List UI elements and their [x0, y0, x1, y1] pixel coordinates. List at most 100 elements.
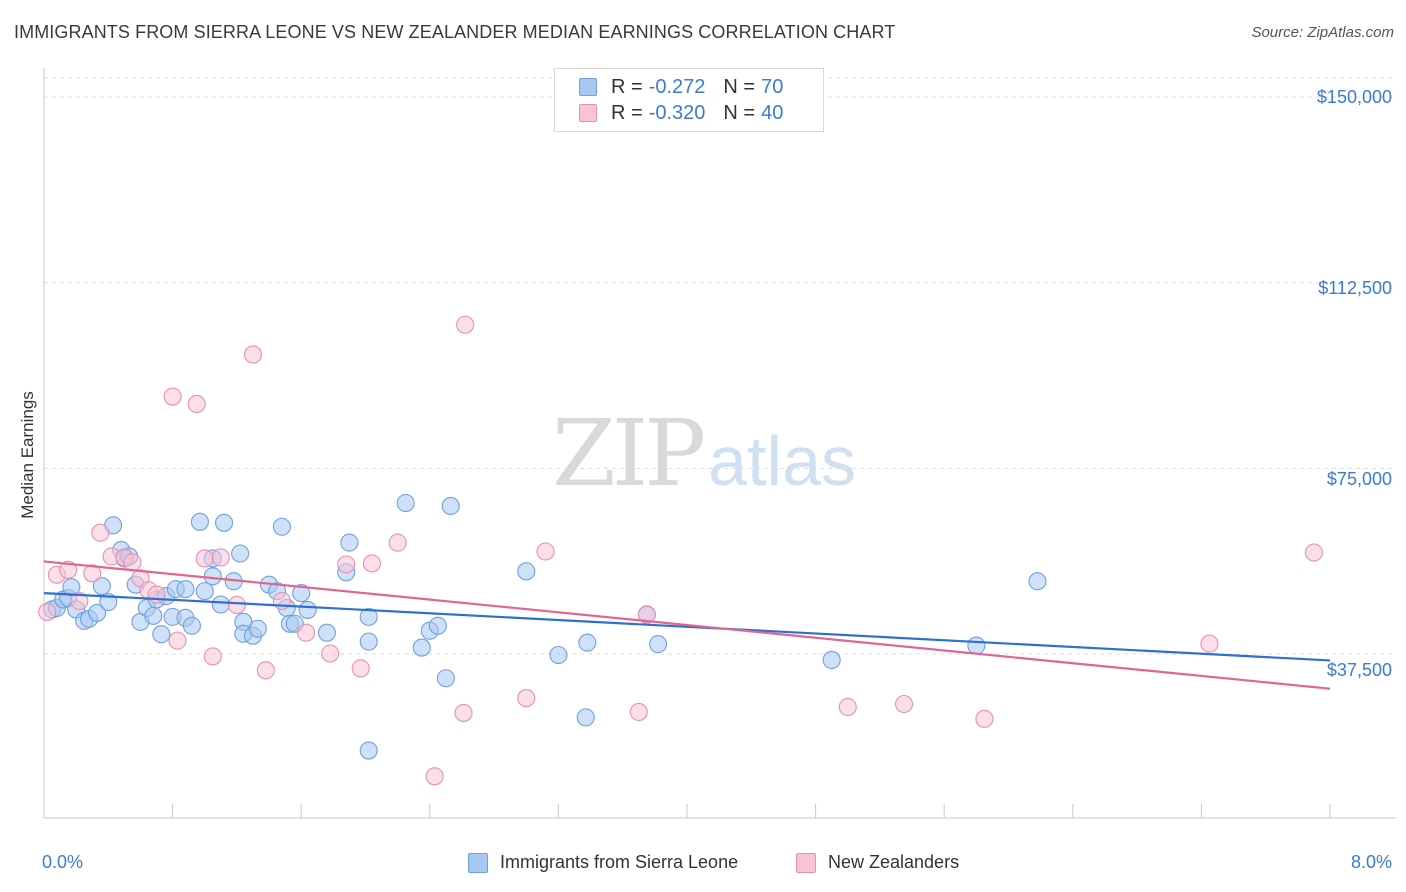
- y-tick-label-75000: $75,000: [1326, 469, 1392, 489]
- point-sierra-leone: [195, 582, 214, 601]
- point-new-zealanders: [1304, 543, 1323, 562]
- legend-row-sierra-leone: R = -0.272 N = 70: [579, 75, 801, 99]
- y-tick-label-37500: $37,500: [1326, 660, 1392, 680]
- point-new-zealanders: [1200, 634, 1219, 653]
- point-sierra-leone: [92, 577, 111, 596]
- watermark-atlas: atlas: [708, 422, 857, 500]
- point-sierra-leone: [62, 578, 81, 597]
- point-sierra-leone: [231, 544, 250, 563]
- point-sierra-leone: [211, 595, 230, 614]
- point-sierra-leone: [576, 708, 595, 727]
- point-new-zealanders: [147, 585, 166, 604]
- point-new-zealanders: [894, 694, 914, 714]
- point-sierra-leone: [144, 606, 163, 625]
- legend-n-value: 70: [761, 75, 784, 98]
- point-new-zealanders: [123, 553, 142, 572]
- point-new-zealanders: [629, 702, 648, 721]
- point-sierra-leone: [190, 512, 209, 531]
- point-sierra-leone: [182, 616, 201, 635]
- zipatlas-watermark: ZIPatlas: [552, 400, 856, 507]
- point-sierra-leone: [292, 584, 311, 603]
- point-sierra-leone: [549, 645, 568, 665]
- x-tick-label-max: 8.0%: [1350, 852, 1392, 872]
- point-sierra-leone: [649, 635, 668, 654]
- point-sierra-leone: [359, 632, 378, 651]
- point-new-zealanders: [187, 394, 206, 414]
- point-new-zealanders: [38, 602, 57, 621]
- point-new-zealanders: [296, 623, 316, 642]
- y-tick-label-150000: $150,000: [1316, 87, 1392, 107]
- legend-swatch-new-zealanders: [579, 104, 597, 122]
- point-sierra-leone: [822, 650, 841, 669]
- legend-n-label: N =: [723, 101, 756, 124]
- series-label-sierra-leone: Immigrants from Sierra Leone: [500, 852, 739, 872]
- point-sierra-leone: [436, 669, 455, 688]
- legend-r-value: -0.320: [648, 101, 706, 124]
- point-new-zealanders: [454, 703, 473, 722]
- point-sierra-leone: [967, 636, 986, 655]
- point-new-zealanders: [517, 689, 536, 708]
- series-swatch-sierra-leone: [468, 852, 488, 873]
- y-tick-label-112500: $112,500: [1318, 278, 1392, 298]
- legend-swatch-sierra-leone: [579, 78, 597, 96]
- point-sierra-leone: [298, 600, 317, 619]
- series-legend: Immigrants from Sierra Leone New Zealand…: [0, 852, 1406, 878]
- point-sierra-leone: [248, 619, 267, 638]
- legend-r-label: R =: [611, 101, 643, 124]
- point-new-zealanders: [321, 644, 340, 663]
- point-sierra-leone: [517, 562, 536, 581]
- point-new-zealanders: [243, 345, 263, 364]
- x-tick-label-min: 0.0%: [42, 852, 84, 872]
- point-new-zealanders: [272, 591, 291, 611]
- series-legend-new-zealanders[interactable]: New Zealanders: [796, 852, 959, 873]
- point-sierra-leone: [152, 625, 171, 644]
- legend-r-value: -0.272: [648, 75, 706, 98]
- point-new-zealanders: [456, 315, 475, 334]
- point-new-zealanders: [83, 564, 102, 583]
- point-new-zealanders: [536, 542, 555, 561]
- point-new-zealanders: [362, 554, 381, 573]
- point-new-zealanders: [838, 697, 857, 717]
- trend-line-new-zealanders: [43, 560, 1331, 690]
- point-sierra-leone: [340, 533, 359, 552]
- y-axis-label: Median Earnings: [18, 391, 37, 519]
- trend-line-sierra-leone: [43, 592, 1331, 662]
- series-swatch-new-zealanders: [796, 852, 816, 873]
- chart-title: IMMIGRANTS FROM SIERRA LEONE VS NEW ZEAL…: [14, 22, 896, 42]
- point-new-zealanders: [211, 548, 230, 567]
- point-new-zealanders: [337, 555, 356, 574]
- point-sierra-leone: [176, 580, 195, 599]
- point-new-zealanders: [203, 647, 222, 666]
- point-new-zealanders: [163, 387, 182, 406]
- point-sierra-leone: [1028, 572, 1047, 591]
- point-sierra-leone: [578, 633, 597, 652]
- series-label-new-zealanders: New Zealanders: [828, 852, 960, 872]
- legend-r-label: R =: [611, 75, 643, 98]
- source-credit: Source: ZipAtlas.com: [1251, 24, 1394, 41]
- point-sierra-leone: [396, 493, 415, 513]
- point-new-zealanders: [388, 533, 407, 552]
- point-sierra-leone: [87, 603, 107, 622]
- watermark-zip: ZIP: [552, 400, 706, 507]
- legend-row-new-zealanders: R = -0.320 N = 40: [579, 101, 801, 125]
- legend-n-value: 40: [761, 101, 784, 124]
- point-sierra-leone: [272, 517, 291, 536]
- point-new-zealanders: [59, 560, 78, 579]
- point-sierra-leone: [441, 496, 460, 516]
- point-new-zealanders: [227, 595, 246, 615]
- point-sierra-leone: [203, 567, 222, 586]
- point-new-zealanders: [975, 709, 994, 728]
- point-sierra-leone: [214, 513, 234, 532]
- point-sierra-leone: [412, 638, 431, 657]
- point-sierra-leone: [359, 607, 378, 626]
- point-sierra-leone: [317, 623, 336, 642]
- point-new-zealanders: [168, 631, 187, 650]
- point-new-zealanders: [195, 549, 214, 568]
- point-new-zealanders: [637, 605, 656, 624]
- point-new-zealanders: [425, 767, 444, 786]
- point-new-zealanders: [351, 659, 370, 678]
- series-legend-sierra-leone[interactable]: Immigrants from Sierra Leone: [468, 852, 738, 873]
- point-new-zealanders: [256, 661, 275, 680]
- point-sierra-leone: [428, 616, 447, 635]
